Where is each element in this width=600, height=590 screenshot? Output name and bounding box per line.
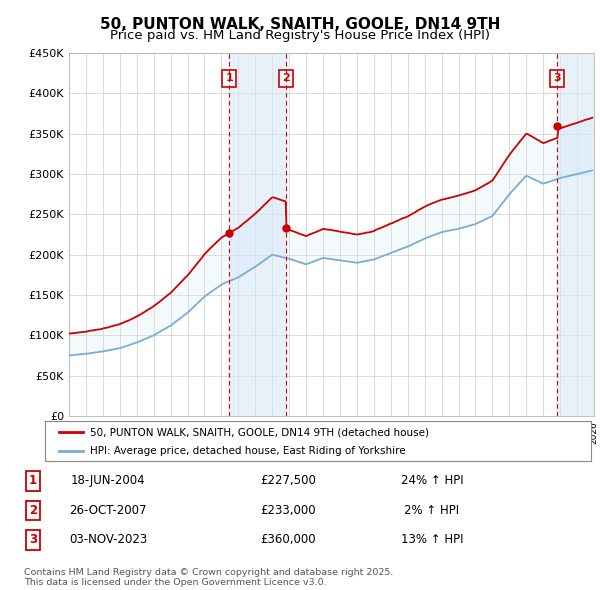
Text: 2: 2 — [282, 74, 290, 84]
Text: 2: 2 — [29, 504, 37, 517]
Text: 24% ↑ HPI: 24% ↑ HPI — [401, 474, 463, 487]
Text: 03-NOV-2023: 03-NOV-2023 — [69, 533, 147, 546]
Text: 50, PUNTON WALK, SNAITH, GOOLE, DN14 9TH: 50, PUNTON WALK, SNAITH, GOOLE, DN14 9TH — [100, 17, 500, 31]
Text: HPI: Average price, detached house, East Riding of Yorkshire: HPI: Average price, detached house, East… — [90, 445, 406, 455]
Text: 18-JUN-2004: 18-JUN-2004 — [71, 474, 145, 487]
Text: £227,500: £227,500 — [260, 474, 316, 487]
Text: 2% ↑ HPI: 2% ↑ HPI — [404, 504, 460, 517]
Text: £233,000: £233,000 — [260, 504, 316, 517]
Text: 3: 3 — [29, 533, 37, 546]
Text: 50, PUNTON WALK, SNAITH, GOOLE, DN14 9TH (detached house): 50, PUNTON WALK, SNAITH, GOOLE, DN14 9TH… — [90, 427, 429, 437]
Bar — [229, 53, 286, 416]
Text: 13% ↑ HPI: 13% ↑ HPI — [401, 533, 463, 546]
Text: 26-OCT-2007: 26-OCT-2007 — [69, 504, 147, 517]
Text: 1: 1 — [29, 474, 37, 487]
Text: 1: 1 — [226, 74, 233, 84]
Text: Contains HM Land Registry data © Crown copyright and database right 2025.
This d: Contains HM Land Registry data © Crown c… — [24, 568, 394, 587]
Text: Price paid vs. HM Land Registry's House Price Index (HPI): Price paid vs. HM Land Registry's House … — [110, 30, 490, 42]
Text: £360,000: £360,000 — [260, 533, 316, 546]
Text: 3: 3 — [554, 74, 561, 84]
Bar — [557, 53, 594, 416]
